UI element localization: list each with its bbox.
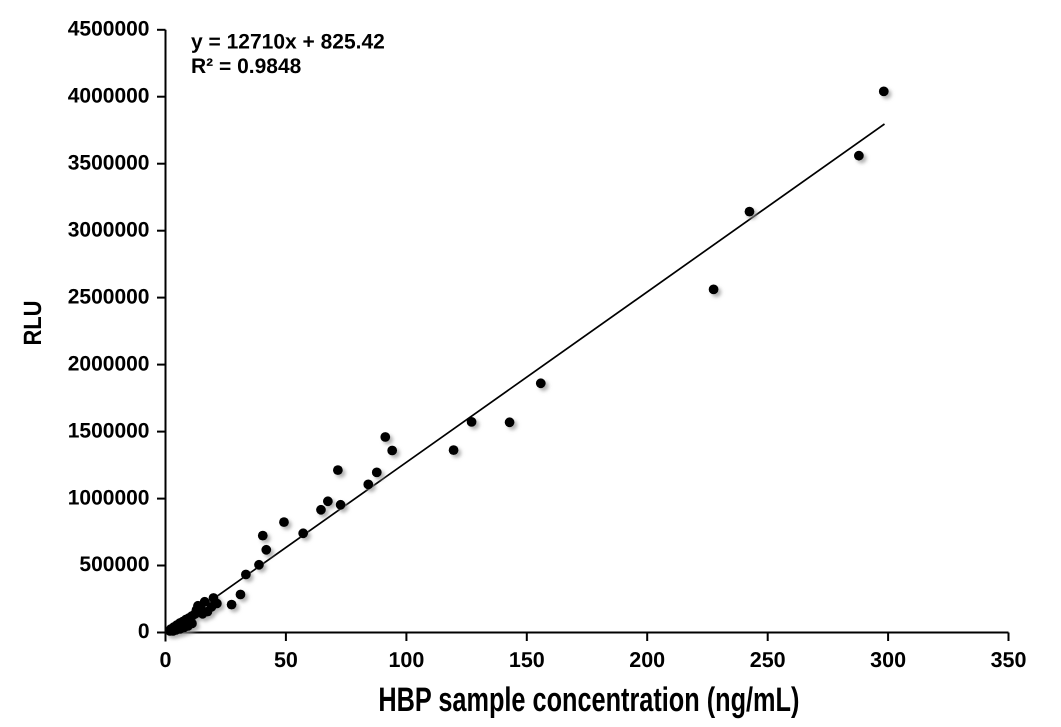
svg-text:y = 12710x + 825.42: y = 12710x + 825.42	[191, 30, 385, 53]
svg-text:200: 200	[629, 648, 665, 672]
svg-text:3500000: 3500000	[68, 151, 150, 174]
svg-text:1500000: 1500000	[68, 419, 150, 442]
svg-text:4500000: 4500000	[68, 18, 150, 41]
svg-text:50: 50	[274, 648, 298, 672]
svg-text:4000000: 4000000	[68, 84, 150, 107]
svg-text:100: 100	[388, 648, 424, 672]
svg-text:2000000: 2000000	[68, 352, 150, 375]
svg-text:2500000: 2500000	[68, 285, 150, 308]
svg-text:250: 250	[750, 648, 786, 672]
svg-text:350: 350	[991, 648, 1027, 672]
svg-text:1000000: 1000000	[68, 486, 150, 509]
svg-text:3000000: 3000000	[68, 218, 150, 241]
svg-text:R² = 0.9848: R² = 0.9848	[191, 55, 302, 78]
svg-text:0: 0	[160, 648, 172, 672]
svg-text:RLU: RLU	[19, 301, 47, 346]
svg-text:150: 150	[509, 648, 545, 672]
svg-text:0: 0	[138, 620, 150, 643]
svg-text:300: 300	[870, 648, 906, 672]
svg-text:500000: 500000	[79, 553, 149, 576]
svg-text:HBP sample concentration (ng/m: HBP sample concentration (ng/mL)	[378, 681, 799, 719]
